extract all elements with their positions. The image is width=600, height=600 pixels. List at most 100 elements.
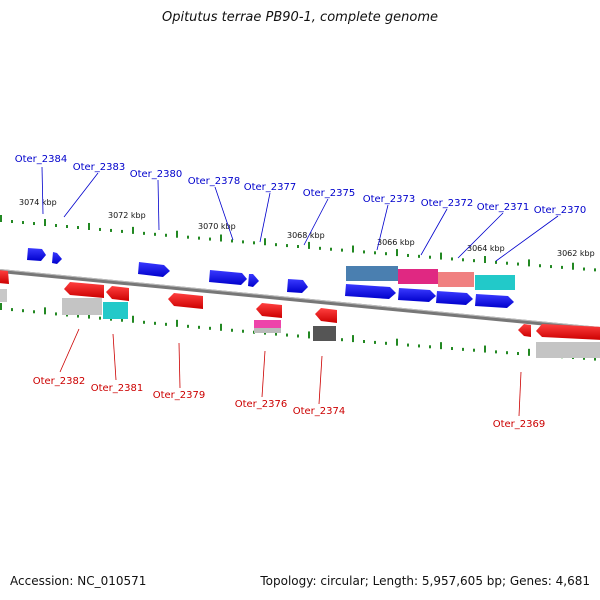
minor-tick	[165, 233, 167, 237]
gene-arrow-forward[interactable]	[475, 294, 514, 308]
major-tick	[264, 238, 266, 246]
minor-tick	[495, 350, 497, 354]
minor-tick	[297, 245, 299, 249]
minor-tick	[110, 228, 112, 232]
kbp-label-3072: 3072 kbp	[108, 211, 146, 220]
gene-arrow-forward[interactable]	[398, 288, 436, 302]
minor-tick	[198, 325, 200, 329]
minor-tick	[451, 347, 453, 351]
forward-genes	[27, 248, 514, 308]
gene-arrow-reverse[interactable]	[106, 286, 129, 301]
major-tick	[572, 262, 574, 270]
minor-tick	[418, 254, 420, 258]
feature-block-teal	[103, 302, 128, 319]
gene-label-oter-2382[interactable]: Oter_2382	[33, 376, 86, 387]
genome-backbone	[0, 268, 600, 332]
gene-label-oter-2384[interactable]: Oter_2384	[15, 154, 68, 165]
gene-arrow-reverse[interactable]	[64, 282, 104, 298]
gene-label-oter-2375[interactable]: Oter_2375	[303, 188, 356, 199]
minor-tick	[374, 340, 376, 344]
major-tick	[88, 311, 90, 319]
gene-label-oter-2370[interactable]: Oter_2370	[534, 205, 587, 216]
kbp-label-3066: 3066 kbp	[377, 238, 415, 247]
gene-label-oter-2372[interactable]: Oter_2372	[421, 198, 474, 209]
minor-tick	[187, 324, 189, 328]
major-tick	[220, 234, 222, 242]
minor-tick	[286, 333, 288, 337]
gene-arrow-forward[interactable]	[52, 252, 62, 264]
minor-tick	[275, 243, 277, 247]
gene-arrow-forward[interactable]	[436, 291, 473, 305]
gene-label-oter-2371[interactable]: Oter_2371	[477, 202, 530, 213]
gene-label-oter-2380[interactable]: Oter_2380	[130, 169, 183, 180]
major-tick	[440, 342, 442, 350]
minor-tick	[363, 250, 365, 254]
minor-tick	[55, 224, 57, 228]
major-tick	[44, 219, 46, 227]
gene-label-oter-2369[interactable]: Oter_2369	[493, 419, 546, 430]
reverse-leader-lines	[59, 328, 522, 417]
feature-block-gray	[536, 342, 600, 358]
minor-tick	[462, 258, 464, 262]
minor-tick	[418, 344, 420, 348]
minor-tick	[154, 232, 156, 236]
gene-label-oter-2376[interactable]: Oter_2376	[235, 399, 288, 410]
minor-tick	[297, 334, 299, 338]
gene-label-oter-2379[interactable]: Oter_2379	[153, 390, 206, 401]
minor-tick	[495, 260, 497, 264]
minor-tick	[407, 253, 409, 257]
gene-arrow-forward[interactable]	[27, 248, 46, 261]
topology-label: Topology: circular; Length: 5,957,605 bp…	[260, 574, 590, 588]
gene-label-oter-2381[interactable]: Oter_2381	[91, 383, 144, 394]
gene-arrow-forward[interactable]	[138, 262, 170, 277]
feature-block-pink	[254, 320, 281, 330]
gene-arrow-reverse[interactable]	[256, 303, 282, 318]
gene-arrow-reverse[interactable]	[0, 270, 9, 284]
major-tick	[220, 323, 222, 331]
minor-tick	[99, 227, 101, 231]
gene-arrow-forward[interactable]	[209, 270, 247, 285]
minor-tick	[231, 328, 233, 332]
gene-label-oter-2378[interactable]: Oter_2378	[188, 176, 241, 187]
gene-arrow-forward[interactable]	[248, 274, 259, 287]
major-tick	[176, 319, 178, 327]
minor-tick	[231, 239, 233, 243]
feature-block-gray	[62, 298, 102, 315]
feature-block-pink	[398, 269, 438, 284]
kbp-label-3074: 3074 kbp	[19, 198, 57, 207]
minor-tick	[363, 340, 365, 344]
minor-tick	[429, 255, 431, 259]
minor-tick	[330, 247, 332, 251]
minor-tick	[517, 262, 519, 266]
minor-tick	[77, 225, 79, 229]
gene-label-oter-2373[interactable]: Oter_2373	[363, 194, 416, 205]
minor-tick	[286, 244, 288, 248]
reverse-gene-labels: Oter_2382 Oter_2381 Oter_2379 Oter_2376 …	[33, 376, 546, 430]
gene-arrow-reverse[interactable]	[536, 324, 600, 340]
kbp-label-3070: 3070 kbp	[198, 222, 236, 231]
gene-arrow-forward[interactable]	[287, 279, 308, 293]
minor-tick	[209, 326, 211, 330]
feature-block-teal	[475, 275, 515, 290]
minor-tick	[209, 237, 211, 241]
minor-tick	[275, 332, 277, 336]
gene-arrow-reverse[interactable]	[168, 293, 203, 309]
minor-tick	[341, 248, 343, 252]
gene-label-oter-2374[interactable]: Oter_2374	[293, 406, 346, 417]
major-tick	[528, 259, 530, 267]
minor-tick	[187, 235, 189, 239]
minor-tick	[429, 345, 431, 349]
major-tick	[352, 245, 354, 253]
feature-block-steelblue	[346, 266, 398, 281]
gene-label-oter-2383[interactable]: Oter_2383	[73, 162, 126, 173]
minor-tick	[143, 320, 145, 324]
kbp-labels: 3074 kbp 3072 kbp 3070 kbp 3068 kbp 3066…	[19, 198, 595, 258]
minor-tick	[583, 356, 585, 360]
minor-tick	[506, 351, 508, 355]
gene-arrow-forward[interactable]	[345, 284, 396, 299]
feature-block-dark	[313, 326, 336, 341]
gene-label-oter-2377[interactable]: Oter_2377	[244, 182, 297, 193]
gene-arrow-reverse[interactable]	[518, 324, 531, 337]
gene-arrow-reverse[interactable]	[315, 308, 337, 323]
feature-block-salmon	[438, 272, 474, 287]
